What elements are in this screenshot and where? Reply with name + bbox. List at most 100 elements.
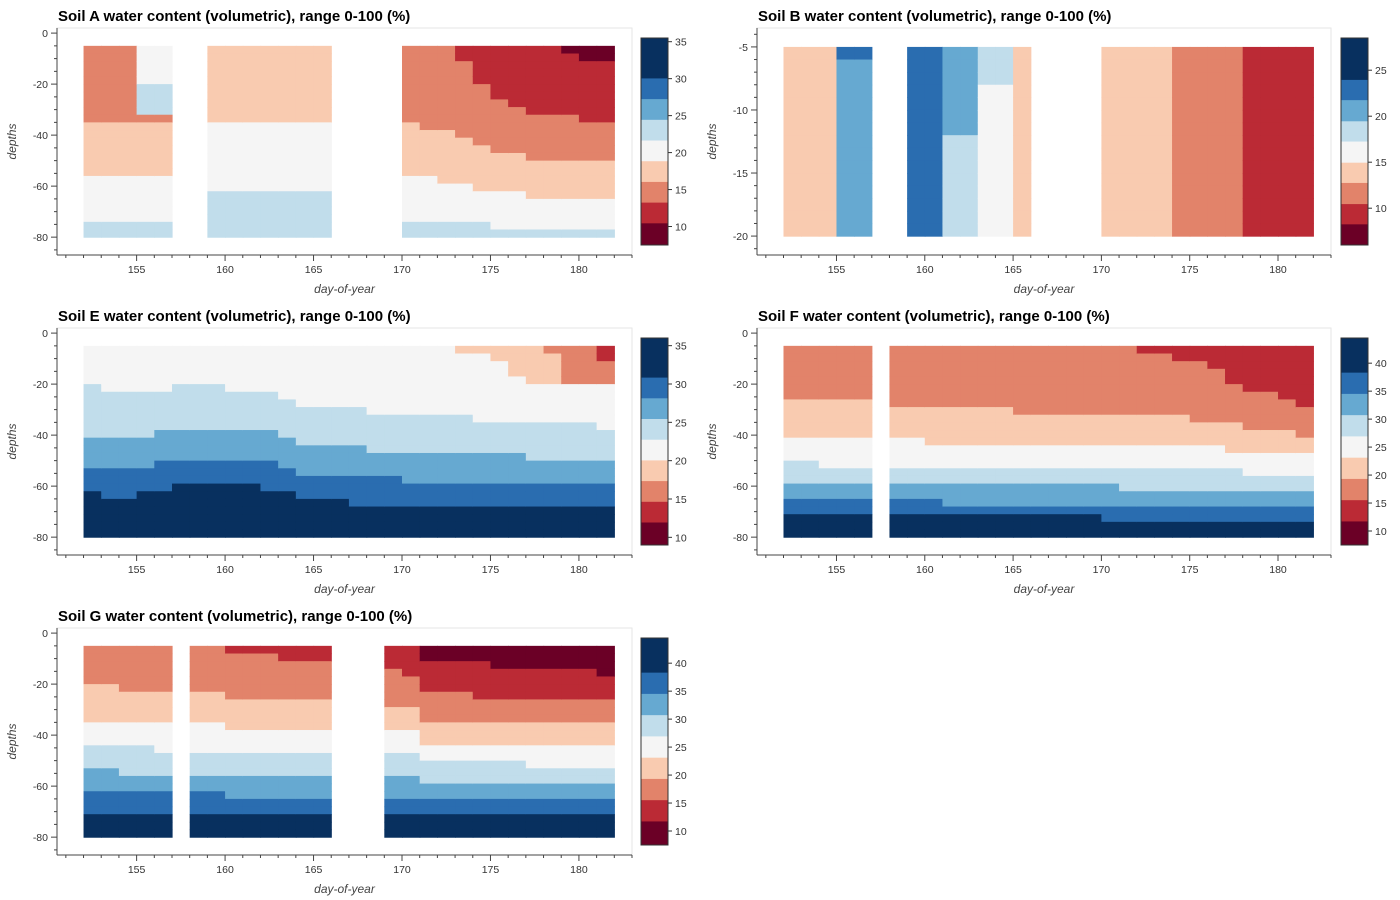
colorbar-tick-label: 25 — [1375, 65, 1387, 77]
heat-cell — [384, 384, 403, 393]
heat-cell — [854, 361, 873, 370]
heat-cell — [1136, 210, 1155, 225]
heat-cell — [225, 130, 244, 139]
heat-cell — [561, 452, 580, 462]
heat-cell — [836, 376, 855, 385]
heat-cell — [1295, 361, 1314, 370]
heat-cell — [525, 445, 545, 454]
heat-cell — [419, 475, 438, 485]
heat-cell — [154, 722, 173, 731]
heat-cell — [189, 376, 208, 385]
heat-cell — [331, 498, 350, 508]
heat-cell — [924, 468, 944, 477]
heat-cell — [942, 173, 961, 187]
heat-cell — [836, 173, 855, 187]
heat-cell — [578, 707, 598, 716]
heat-cell — [490, 684, 509, 693]
heat-cell — [83, 745, 102, 754]
heat-cell — [154, 775, 173, 785]
heat-cell — [596, 221, 615, 231]
heat-cell — [295, 768, 315, 777]
heat-cell — [977, 399, 997, 408]
heat-cell — [561, 99, 580, 108]
heat-cell — [419, 430, 438, 439]
heat-cell — [596, 668, 615, 678]
heat-cell — [278, 821, 297, 831]
heat-cell — [136, 791, 155, 800]
heat-cell — [525, 783, 545, 792]
heat-cell — [1119, 483, 1138, 492]
heat-cell — [278, 91, 297, 101]
x-tick-label: 160 — [216, 564, 234, 576]
heat-cell — [818, 376, 838, 385]
heat-cell — [907, 160, 926, 174]
heat-cell — [260, 229, 279, 238]
heat-cell — [295, 760, 315, 769]
heat-cell — [402, 183, 421, 192]
heat-cell — [924, 353, 944, 362]
heat-cell — [419, 152, 438, 162]
heat-cell — [260, 514, 279, 523]
heat-cell — [260, 122, 279, 131]
heat-cell — [242, 475, 262, 485]
heat-cell — [977, 361, 997, 370]
heat-cell — [260, 91, 279, 101]
heat-cell — [172, 468, 191, 477]
heat-cell — [101, 437, 120, 446]
heat-cell — [136, 730, 155, 739]
heat-cell — [242, 760, 262, 769]
heat-cell — [836, 529, 855, 538]
heat-cell — [525, 752, 545, 762]
heat-cell — [437, 760, 456, 769]
heat-cell — [118, 645, 138, 655]
heat-cell — [1119, 198, 1138, 212]
x-tick-label: 160 — [916, 564, 934, 576]
heat-cell — [101, 829, 120, 838]
heat-cell — [543, 353, 562, 362]
heat-cell — [508, 191, 527, 200]
heat-cell — [136, 137, 155, 146]
heat-cell — [402, 506, 421, 515]
heat-cell — [83, 214, 102, 223]
heat-cell — [1207, 46, 1226, 61]
heat-cell — [490, 353, 509, 362]
heat-cell — [313, 714, 332, 723]
heat-cell — [960, 368, 979, 378]
heat-cell — [1207, 445, 1226, 454]
heat-cell — [154, 61, 173, 70]
heat-cell — [455, 68, 474, 78]
heat-cell — [508, 91, 527, 101]
heat-cell — [472, 191, 492, 200]
heat-cell — [207, 437, 226, 446]
heat-cell — [295, 468, 315, 477]
heat-cell — [242, 84, 262, 93]
heat-cell — [578, 91, 598, 101]
heat-cell — [295, 114, 315, 123]
heat-cell — [942, 84, 961, 98]
heat-cell — [419, 76, 438, 85]
colorbar-bin — [1341, 141, 1368, 163]
heat-cell — [1172, 84, 1191, 98]
heat-cell — [419, 752, 438, 762]
heat-cell — [1260, 422, 1279, 431]
heat-cell — [578, 645, 598, 655]
heat-cell — [313, 361, 332, 370]
heat-cell — [596, 384, 615, 393]
heat-cell — [154, 422, 173, 431]
x-tick-label: 165 — [1004, 564, 1022, 576]
heat-cell — [295, 84, 315, 93]
heat-cell — [313, 722, 332, 731]
heat-cell — [490, 99, 509, 108]
heat-cell — [1172, 514, 1191, 523]
heat-cell — [801, 445, 820, 454]
heat-cell — [402, 76, 421, 85]
heat-cell — [1013, 198, 1032, 212]
heat-cell — [295, 437, 315, 446]
heat-cell — [118, 506, 138, 515]
heat-cell — [836, 109, 855, 124]
heat-cell — [101, 468, 120, 477]
heat-cell — [924, 391, 944, 401]
heat-cell — [242, 699, 262, 708]
heat-cell — [1242, 475, 1261, 485]
soil-g-heatmap: 155 160 165 170 175 180day-of-year0-20-40-60-… — [5, 627, 687, 896]
